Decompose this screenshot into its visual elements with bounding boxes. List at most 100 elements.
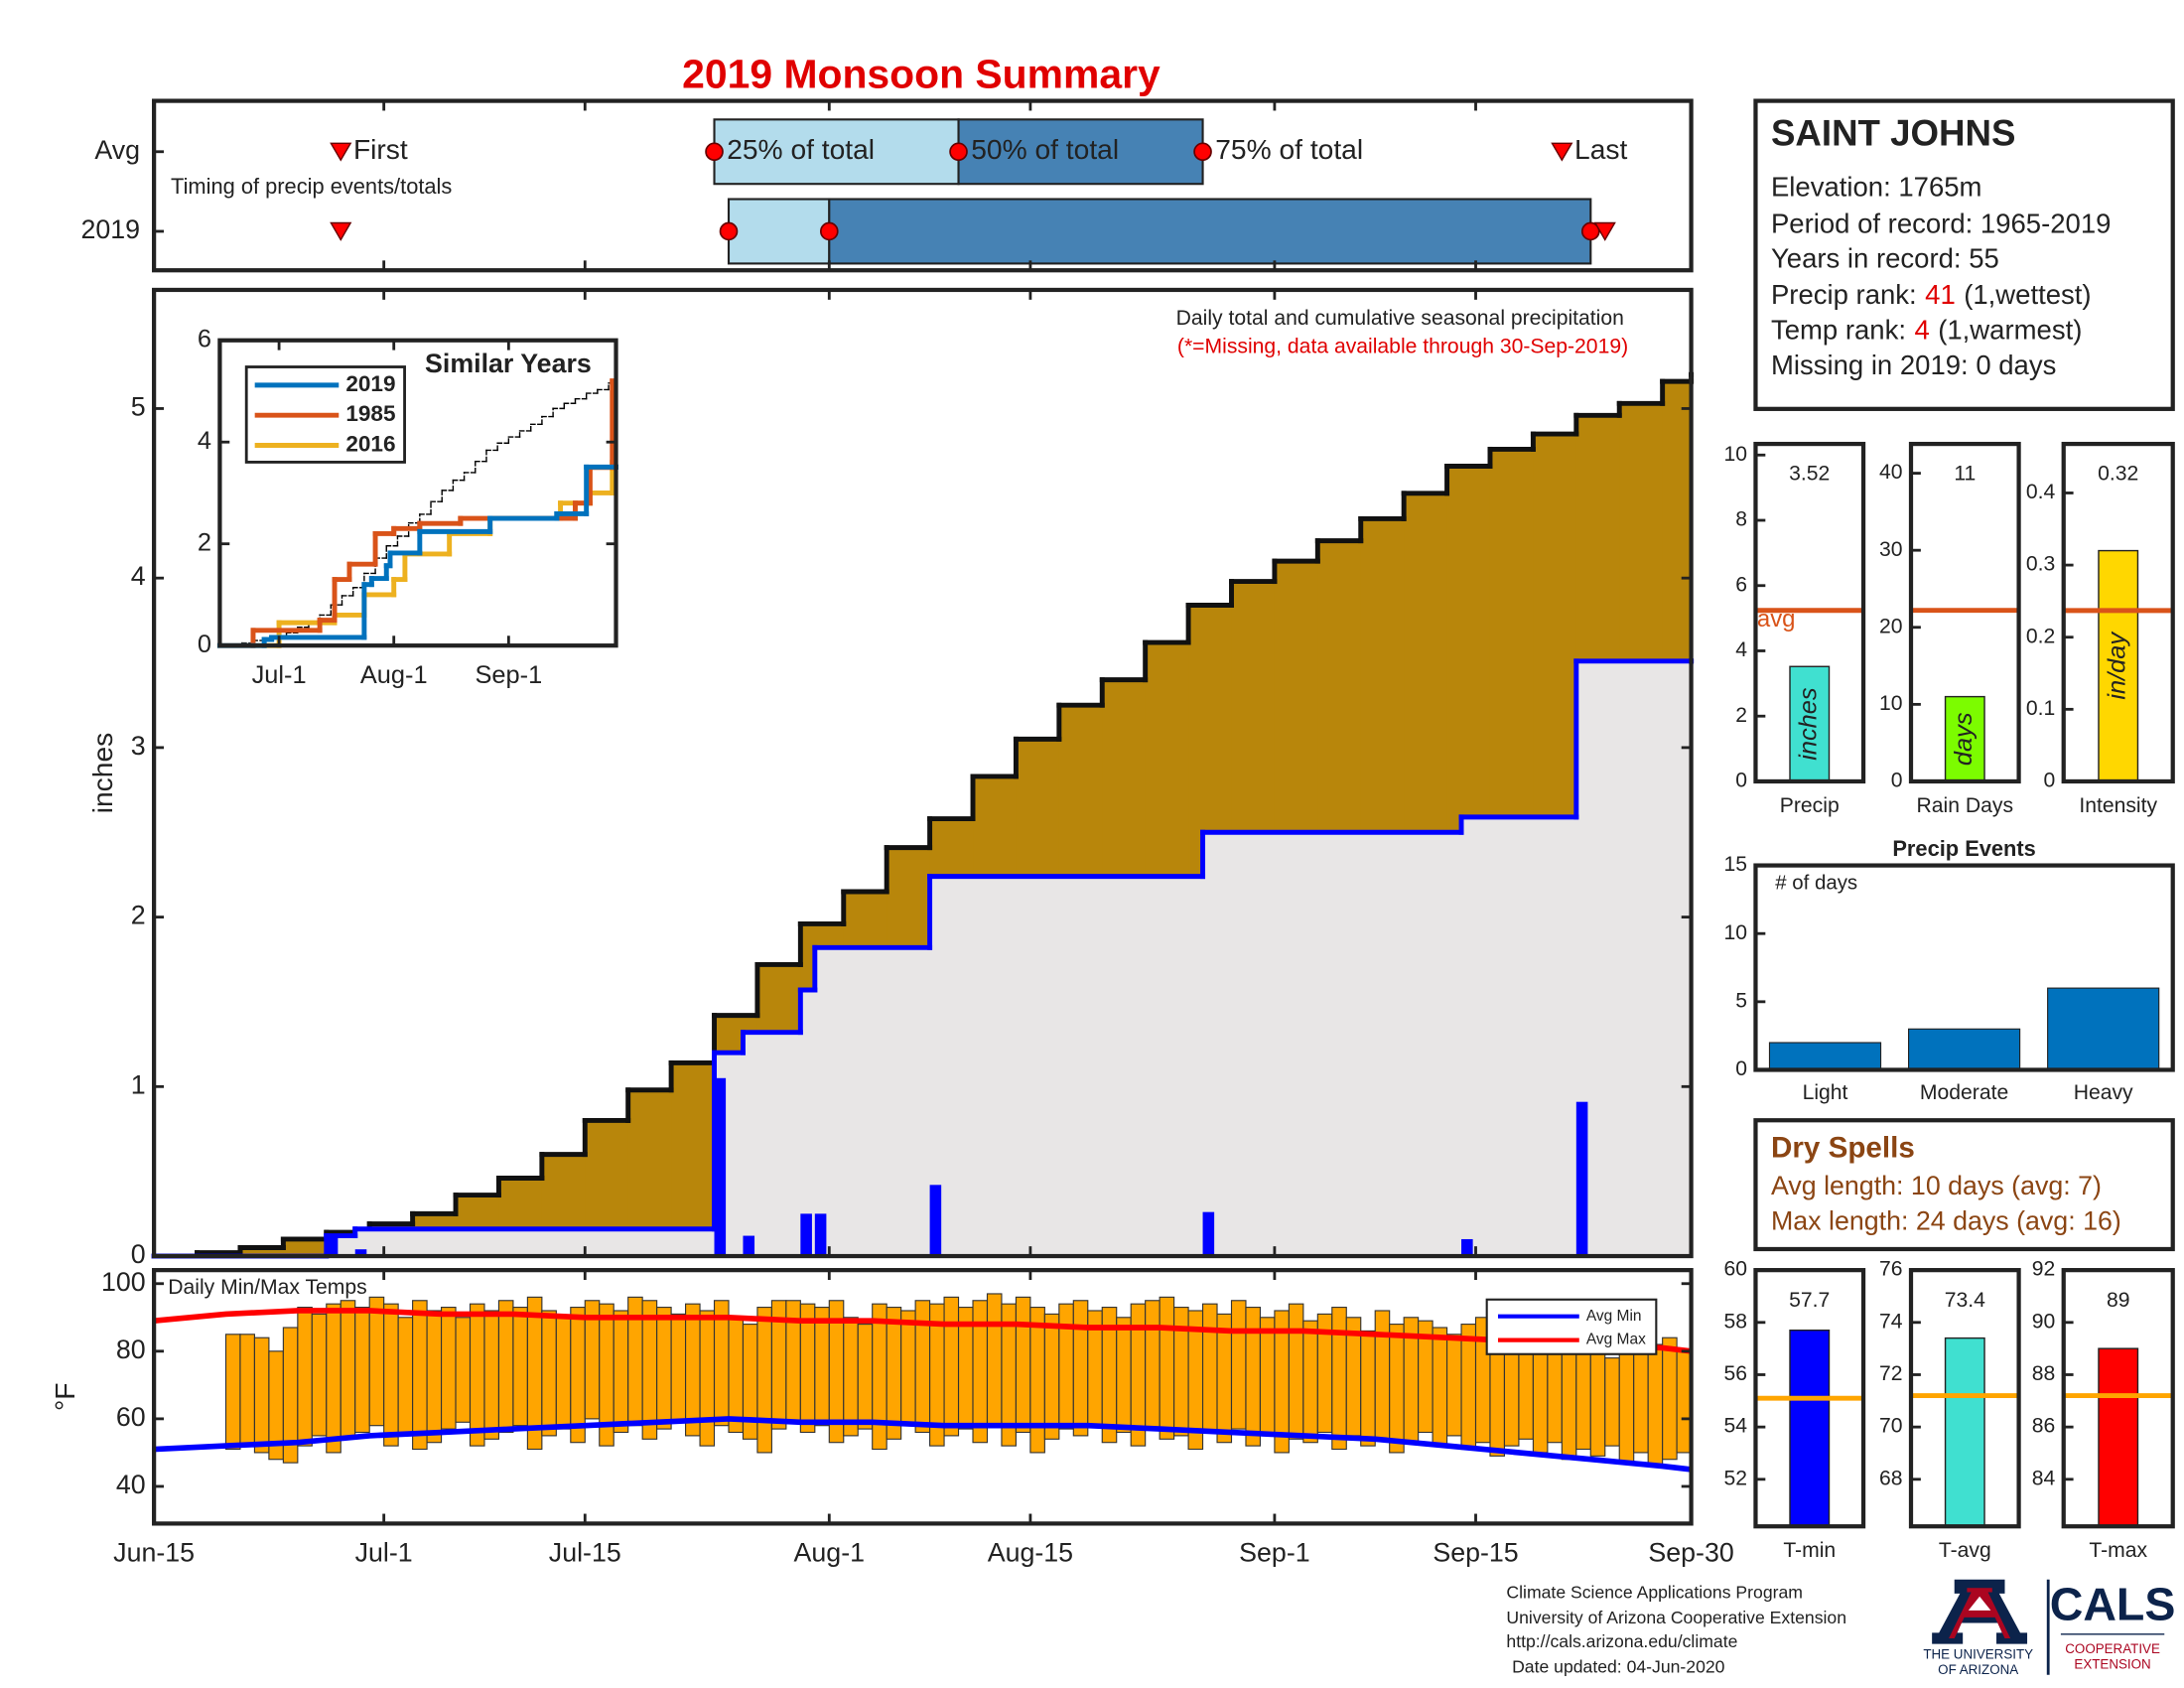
logo-a-hole [1968, 1596, 1991, 1611]
temp-range-bar [670, 1313, 687, 1423]
x-tick-label: Jul-1 [252, 661, 307, 689]
timing-label: 50% of total [971, 133, 1119, 165]
average-area [283, 1238, 328, 1257]
row-label: Avg [94, 135, 140, 165]
y-tick-label: 72 [1879, 1362, 1903, 1385]
timing-point [719, 221, 739, 241]
daily-bar [929, 1185, 942, 1257]
y-tick-label: 5 [131, 392, 146, 422]
y-axis-label: inches [86, 733, 118, 813]
y-tick-label: 6 [198, 325, 211, 352]
daily-bar [800, 1213, 812, 1257]
cumulative-area [929, 876, 1204, 1257]
y-tick-label: 6 [1735, 573, 1747, 596]
temp-range-bar [641, 1300, 658, 1440]
logo-university: OF ARIZONA [1938, 1662, 2018, 1677]
temp-range-bar [1618, 1340, 1635, 1464]
temp-range-bar [857, 1324, 874, 1430]
temp-range-bar [699, 1310, 716, 1447]
temp-range-bar [1245, 1307, 1262, 1447]
timing-point [705, 142, 724, 162]
inset-title: Similar Years [425, 349, 592, 378]
station-box [1753, 98, 2175, 411]
temp-range-bar [728, 1317, 745, 1434]
value-label: 11 [1954, 463, 1976, 486]
logo-extension: EXTENSION [2074, 1656, 2150, 1671]
axes-frame [2061, 441, 2175, 784]
timing-point [949, 142, 968, 162]
y-tick-label: 2 [131, 901, 146, 930]
temp-range-bar [1460, 1324, 1477, 1451]
y-tick-label: 10 [1723, 443, 1747, 466]
axes-frame [152, 98, 1694, 273]
temp-range-bar [886, 1307, 902, 1440]
temp-range-bar [469, 1303, 485, 1447]
x-tick-label: Jul-1 [355, 1538, 413, 1568]
rank-value: 41 [1925, 279, 1956, 310]
y-tick-label: 92 [2032, 1258, 2056, 1281]
temp-range-bar [756, 1307, 772, 1454]
temp-range-bar [1604, 1357, 1620, 1447]
page-title: 2019 Monsoon Summary [682, 51, 1160, 96]
temp-range-bar [340, 1300, 356, 1440]
timing-box [727, 198, 831, 265]
temp-range-bar [1389, 1324, 1405, 1454]
timing-label: First [353, 133, 408, 165]
timing-triangle [330, 221, 352, 241]
temp-range-bar [1116, 1317, 1132, 1434]
y-tick-label: 88 [2032, 1362, 2056, 1385]
temp-range-bar [383, 1303, 399, 1447]
temp-range-bar [440, 1307, 457, 1430]
footer-line: Climate Science Applications Program [1506, 1583, 1803, 1603]
summary-bar [1789, 665, 1831, 782]
temp-range-bar [1532, 1343, 1549, 1454]
y-tick-label: 40 [1879, 461, 1903, 484]
temp-range-bar [814, 1307, 830, 1427]
rank-label: Temp rank: [1771, 315, 1906, 346]
axes-frame [152, 1268, 1694, 1526]
y-tick-label: 5 [1735, 989, 1747, 1012]
temp-range-bar [1015, 1296, 1031, 1434]
precip-rank: Precip rank: 41 (1,wettest) [1771, 279, 2092, 310]
temp-range-bar [1288, 1303, 1304, 1440]
logo-extension: COOPERATIVE [2065, 1641, 2160, 1656]
temp-range-bar [1446, 1334, 1462, 1437]
category-label: Rain Days [1917, 794, 2014, 817]
temp-range-bar [1360, 1330, 1376, 1447]
y-tick-label: 0 [1735, 1057, 1747, 1080]
footer-line: University of Arizona Cooperative Extens… [1506, 1608, 1846, 1627]
legend-label: 1985 [345, 401, 395, 426]
y-tick-label: 4 [198, 427, 211, 455]
avg-temp-line [153, 1308, 1692, 1354]
unit-label: days [1950, 712, 1978, 766]
axes-frame [1753, 1268, 1866, 1529]
temp-range-bar [1159, 1296, 1175, 1440]
axes-frame [1908, 441, 2021, 784]
y-tick-label: 90 [2032, 1310, 2056, 1333]
timing-label: 75% of total [1215, 133, 1363, 165]
axes-frame [1908, 1268, 2021, 1529]
value-label: 73.4 [1945, 1289, 1985, 1312]
y-tick-label: 70 [1879, 1415, 1903, 1438]
temp-range-bar [1072, 1300, 1089, 1437]
temp-range-bar [297, 1307, 313, 1447]
annotation: # of days [1775, 871, 1857, 894]
temp-range-bar [570, 1307, 586, 1444]
temp-range-bar [555, 1317, 572, 1430]
rank-value: 4 [1914, 315, 1929, 346]
temp-range-bar [224, 1334, 241, 1451]
x-tick-label: Sep-15 [1433, 1538, 1518, 1568]
daily-bar [814, 1213, 827, 1257]
temp-range-bar [326, 1303, 341, 1454]
y-tick-label: 3 [131, 731, 146, 761]
y-tick-label: 86 [2032, 1415, 2056, 1438]
y-tick-label: 0 [2043, 770, 2055, 792]
y-tick-label: 0.1 [2026, 697, 2055, 720]
unit-label: inches [1794, 687, 1822, 761]
y-tick-label: 4 [131, 561, 146, 591]
daily-bar [326, 1235, 339, 1257]
temp-range-bar [986, 1293, 1003, 1427]
temp-range-bar [1676, 1350, 1693, 1454]
average-area [671, 1062, 716, 1257]
